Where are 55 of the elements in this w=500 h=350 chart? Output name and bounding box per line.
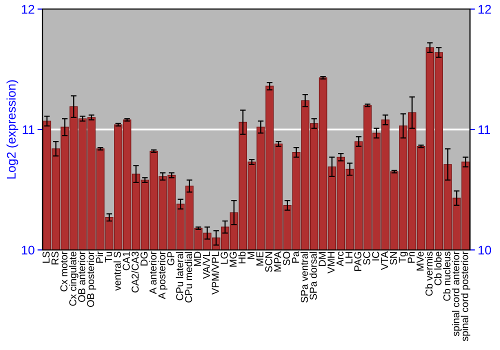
x-tick-label: CA1 — [122, 252, 130, 270]
y2-tick-label: 11 — [478, 125, 490, 134]
x-tick-label: M — [248, 252, 254, 259]
x-tick-label: Cx motor — [60, 251, 68, 292]
x-tick-label: SO — [283, 252, 290, 266]
x-tick-label: MD — [194, 252, 201, 266]
x-tick-label: Pn — [408, 252, 415, 263]
x-tick-label: MPA — [274, 251, 282, 272]
x-tick-label: IC — [372, 252, 380, 260]
x-tick-label: ventral S — [114, 252, 121, 291]
x-tick-label: SCN — [265, 252, 272, 272]
x-tick-label: VTA — [381, 251, 388, 270]
x-tick-label: Pa — [292, 251, 300, 263]
x-tick-label: VA/VL — [202, 252, 210, 279]
x-tick-label: ME — [256, 252, 264, 266]
x-tick-label: SC — [363, 252, 370, 265]
y-tick-label: 11 — [22, 125, 34, 134]
x-tick-label: Cb lobe — [434, 252, 442, 286]
y-tick-label: 10 — [22, 246, 34, 255]
x-tick-label: DG — [140, 252, 148, 266]
x-tick-label: SPa dorsal — [309, 252, 317, 300]
y-axis-title: Log2 (expression) — [6, 80, 18, 178]
y2-tick-label: 10 — [478, 246, 492, 255]
x-tick-label: OB posterior — [86, 251, 96, 307]
x-tick-label: CPu medial — [184, 252, 192, 302]
x-tick-label: LG — [220, 252, 228, 264]
x-tick-label: LS — [42, 252, 50, 263]
x-tick-label: CPu lateral — [176, 252, 184, 300]
x-tick-label: MVe — [416, 252, 424, 270]
x-tick-label: A anterior — [149, 251, 157, 294]
x-tick-label: DM — [318, 252, 326, 266]
x-tick-label: Arc — [336, 252, 344, 266]
x-tick-label: spinal cord posterior — [460, 251, 470, 342]
x-tick-label: Cx cingulate — [69, 252, 78, 306]
x-tick-label: spinal cord anterior — [452, 251, 462, 336]
x-tick-label: SN — [390, 252, 397, 265]
x-tick-label: GP — [167, 252, 174, 266]
x-tick-label: Hb — [238, 252, 246, 264]
x-tick-label: VMH — [328, 252, 335, 274]
y2-tick-label: 12 — [478, 4, 491, 14]
x-tick-label: Cb vermis — [425, 252, 433, 296]
x-tick-label: Cb nucleus — [443, 252, 450, 301]
x-tick-label: VPM/VPL — [212, 252, 219, 295]
x-tick-label: LH — [345, 252, 352, 264]
x-tick-label: Pir — [96, 251, 103, 263]
x-tick-label: PAG — [354, 252, 362, 271]
x-tick-label: OB anterior — [78, 251, 86, 302]
x-tick-label: Tg — [398, 252, 408, 263]
x-tick-label: A posterior — [158, 251, 168, 300]
x-tick-label: MG — [230, 252, 237, 267]
x-tick-label: Tu — [105, 252, 112, 262]
x-tick-label: SPa ventral — [300, 252, 308, 303]
x-tick-label: CA2/CA3 — [131, 252, 139, 292]
x-tick-label: RS — [51, 252, 59, 264]
y-tick-label: 12 — [22, 4, 34, 14]
